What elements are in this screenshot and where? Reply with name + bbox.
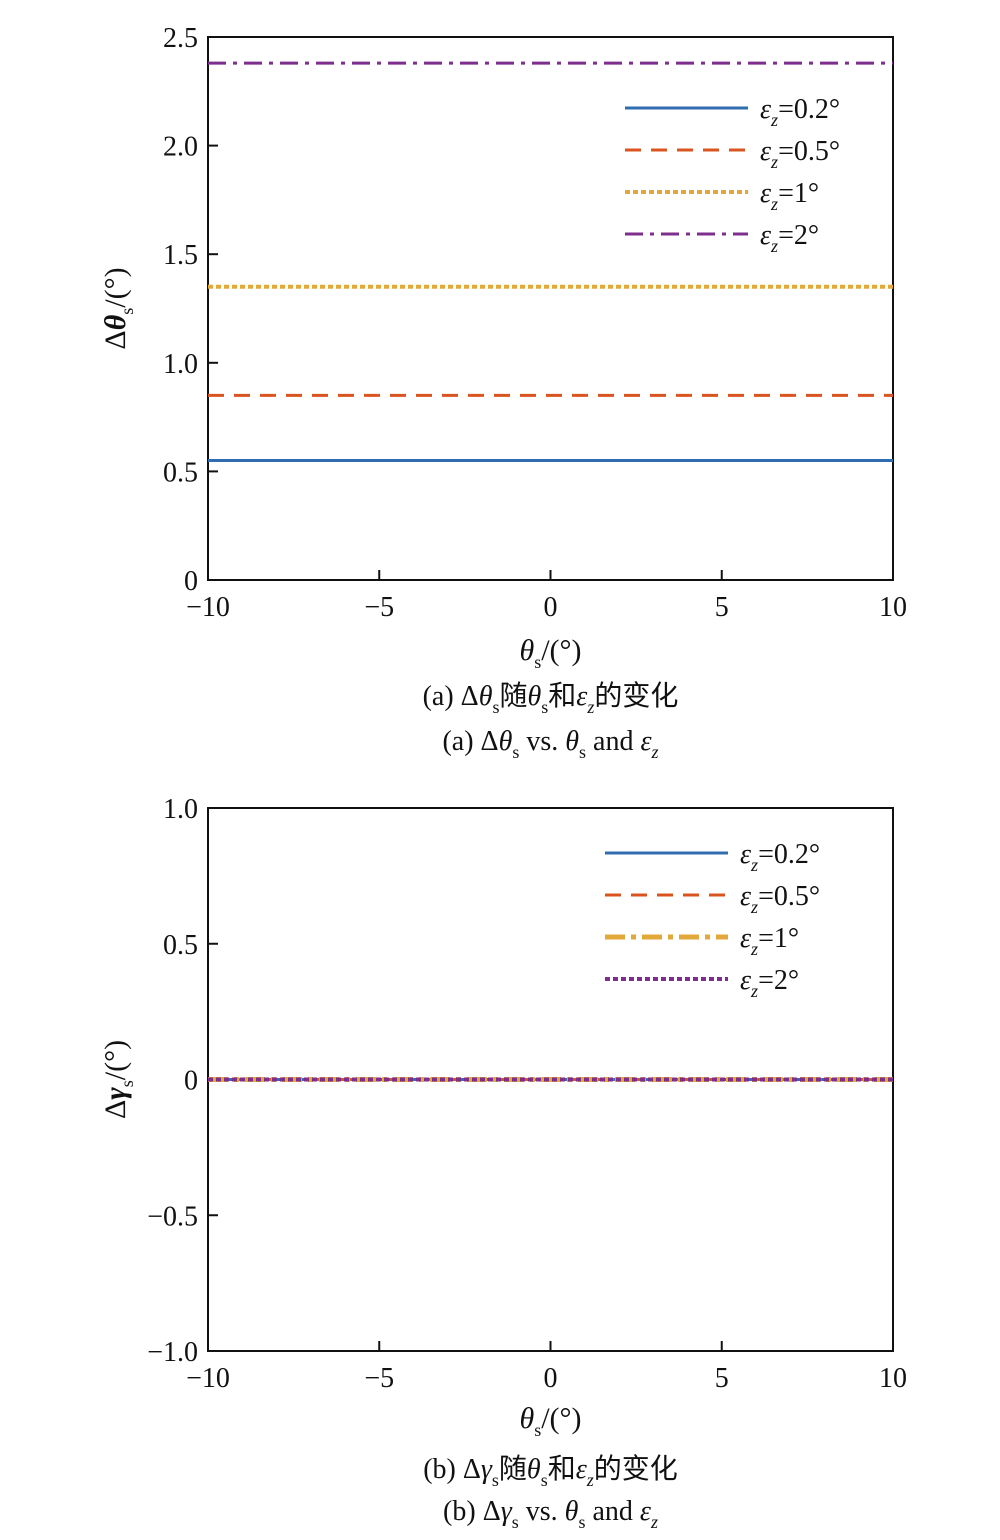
legend-entry: εz=0.2° [740, 839, 820, 875]
x-axis-label: θs/(°) [519, 634, 581, 672]
legend-entry: εz=1° [740, 923, 799, 959]
legend-entry: εz=2° [740, 965, 799, 1001]
y-tick-label: 1.5 [163, 240, 198, 271]
caption-english: (b) Δγs vs. θs and εz [443, 1496, 658, 1532]
x-tick-label: 5 [715, 1363, 729, 1394]
legend-entry: εz=1° [760, 178, 819, 214]
chart-panel-a: −10 −5 0 5 1000.51.01.52.02.5εz=0.2°εz=0.5°ε… [99, 23, 907, 762]
legend-entry: εz=0.5° [740, 881, 820, 917]
legend: εz=0.2° εz=0.5° εz=1° εz=2° [605, 839, 820, 1001]
y-tick-label: 2.5 [163, 23, 198, 54]
y-tick-label: −1.0 [147, 1337, 198, 1368]
x-tick-label: −10 [186, 1363, 230, 1394]
caption-chinese: (b) Δγs随θs和εz的变化 [423, 1453, 678, 1490]
x-tick-label: 10 [879, 1363, 907, 1394]
chart-panel-b: −10 −5 0 5 10−1.0−0.500.51.0εz=0.2°εz=0.5°εz… [99, 794, 907, 1532]
x-tick-label: 10 [879, 592, 907, 623]
legend-entry: εz=0.5° [760, 136, 840, 172]
x-tick-label: 0 [544, 1363, 558, 1394]
y-tick-label: 0.5 [163, 457, 198, 488]
caption-chinese: (a) Δθs随θs和εz的变化 [423, 680, 679, 717]
y-tick-label: 0.5 [163, 930, 198, 961]
caption-english: (a) Δθs vs. θs and εz [442, 726, 658, 762]
y-tick-label: 1.0 [163, 349, 198, 380]
y-axis-label: Δθs/(°) [99, 267, 137, 349]
x-axis-label: θs/(°) [519, 1402, 581, 1440]
legend-entry: εz=0.2° [760, 94, 840, 130]
x-tick-label: 0 [544, 592, 558, 623]
y-tick-label: −0.5 [147, 1201, 198, 1232]
legend: εz=0.2° εz=0.5° εz=1° εz=2° [625, 94, 840, 256]
x-tick-label: −5 [364, 592, 394, 623]
y-tick-label: 0 [184, 1066, 198, 1097]
y-axis-label: Δγs/(°) [99, 1040, 137, 1119]
x-tick-label: 5 [715, 592, 729, 623]
x-tick-label: −10 [186, 592, 230, 623]
y-tick-label: 2.0 [163, 132, 198, 163]
y-tick-label: 0 [184, 566, 198, 597]
x-tick-label: −5 [364, 1363, 394, 1394]
y-tick-label: 1.0 [163, 794, 198, 825]
legend-entry: εz=2° [760, 220, 819, 256]
